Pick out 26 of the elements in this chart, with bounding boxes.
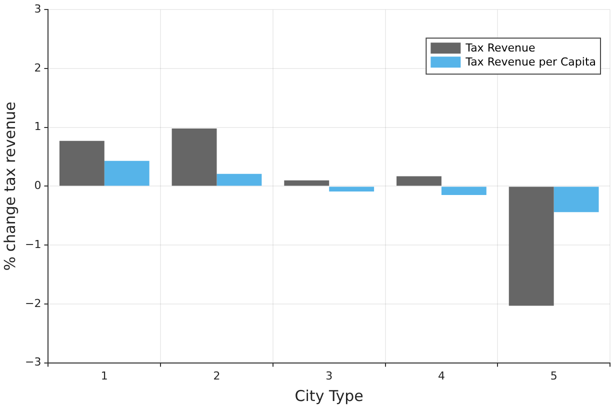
x-tick-label: 1 xyxy=(100,369,108,382)
x-tick-label: 4 xyxy=(438,369,445,382)
legend-label: Tax Revenue xyxy=(464,41,536,54)
y-tick-label: 2 xyxy=(34,61,42,74)
bar xyxy=(284,180,330,186)
legend-label: Tax Revenue per Capita xyxy=(464,55,596,68)
bar xyxy=(172,128,217,186)
bar xyxy=(216,174,262,186)
x-tick-label: 3 xyxy=(326,369,333,382)
x-axis-title: City Type xyxy=(294,386,364,405)
y-tick-label: −3 xyxy=(24,356,42,369)
y-tick-label: 1 xyxy=(34,120,42,134)
x-tick-label: 5 xyxy=(550,369,558,382)
x-tick-label: 2 xyxy=(213,369,220,382)
y-axis-title: % change tax revenue xyxy=(0,102,19,271)
bar xyxy=(104,160,150,186)
bar xyxy=(441,186,486,196)
bar xyxy=(508,186,554,306)
y-tick-label: −2 xyxy=(24,296,42,310)
y-tick-label: −1 xyxy=(24,238,42,251)
bar xyxy=(59,140,104,186)
bar xyxy=(554,186,599,212)
bar xyxy=(396,176,442,186)
bar xyxy=(329,186,374,192)
y-tick-label: 3 xyxy=(34,2,42,16)
y-tick-label: 0 xyxy=(34,179,42,192)
